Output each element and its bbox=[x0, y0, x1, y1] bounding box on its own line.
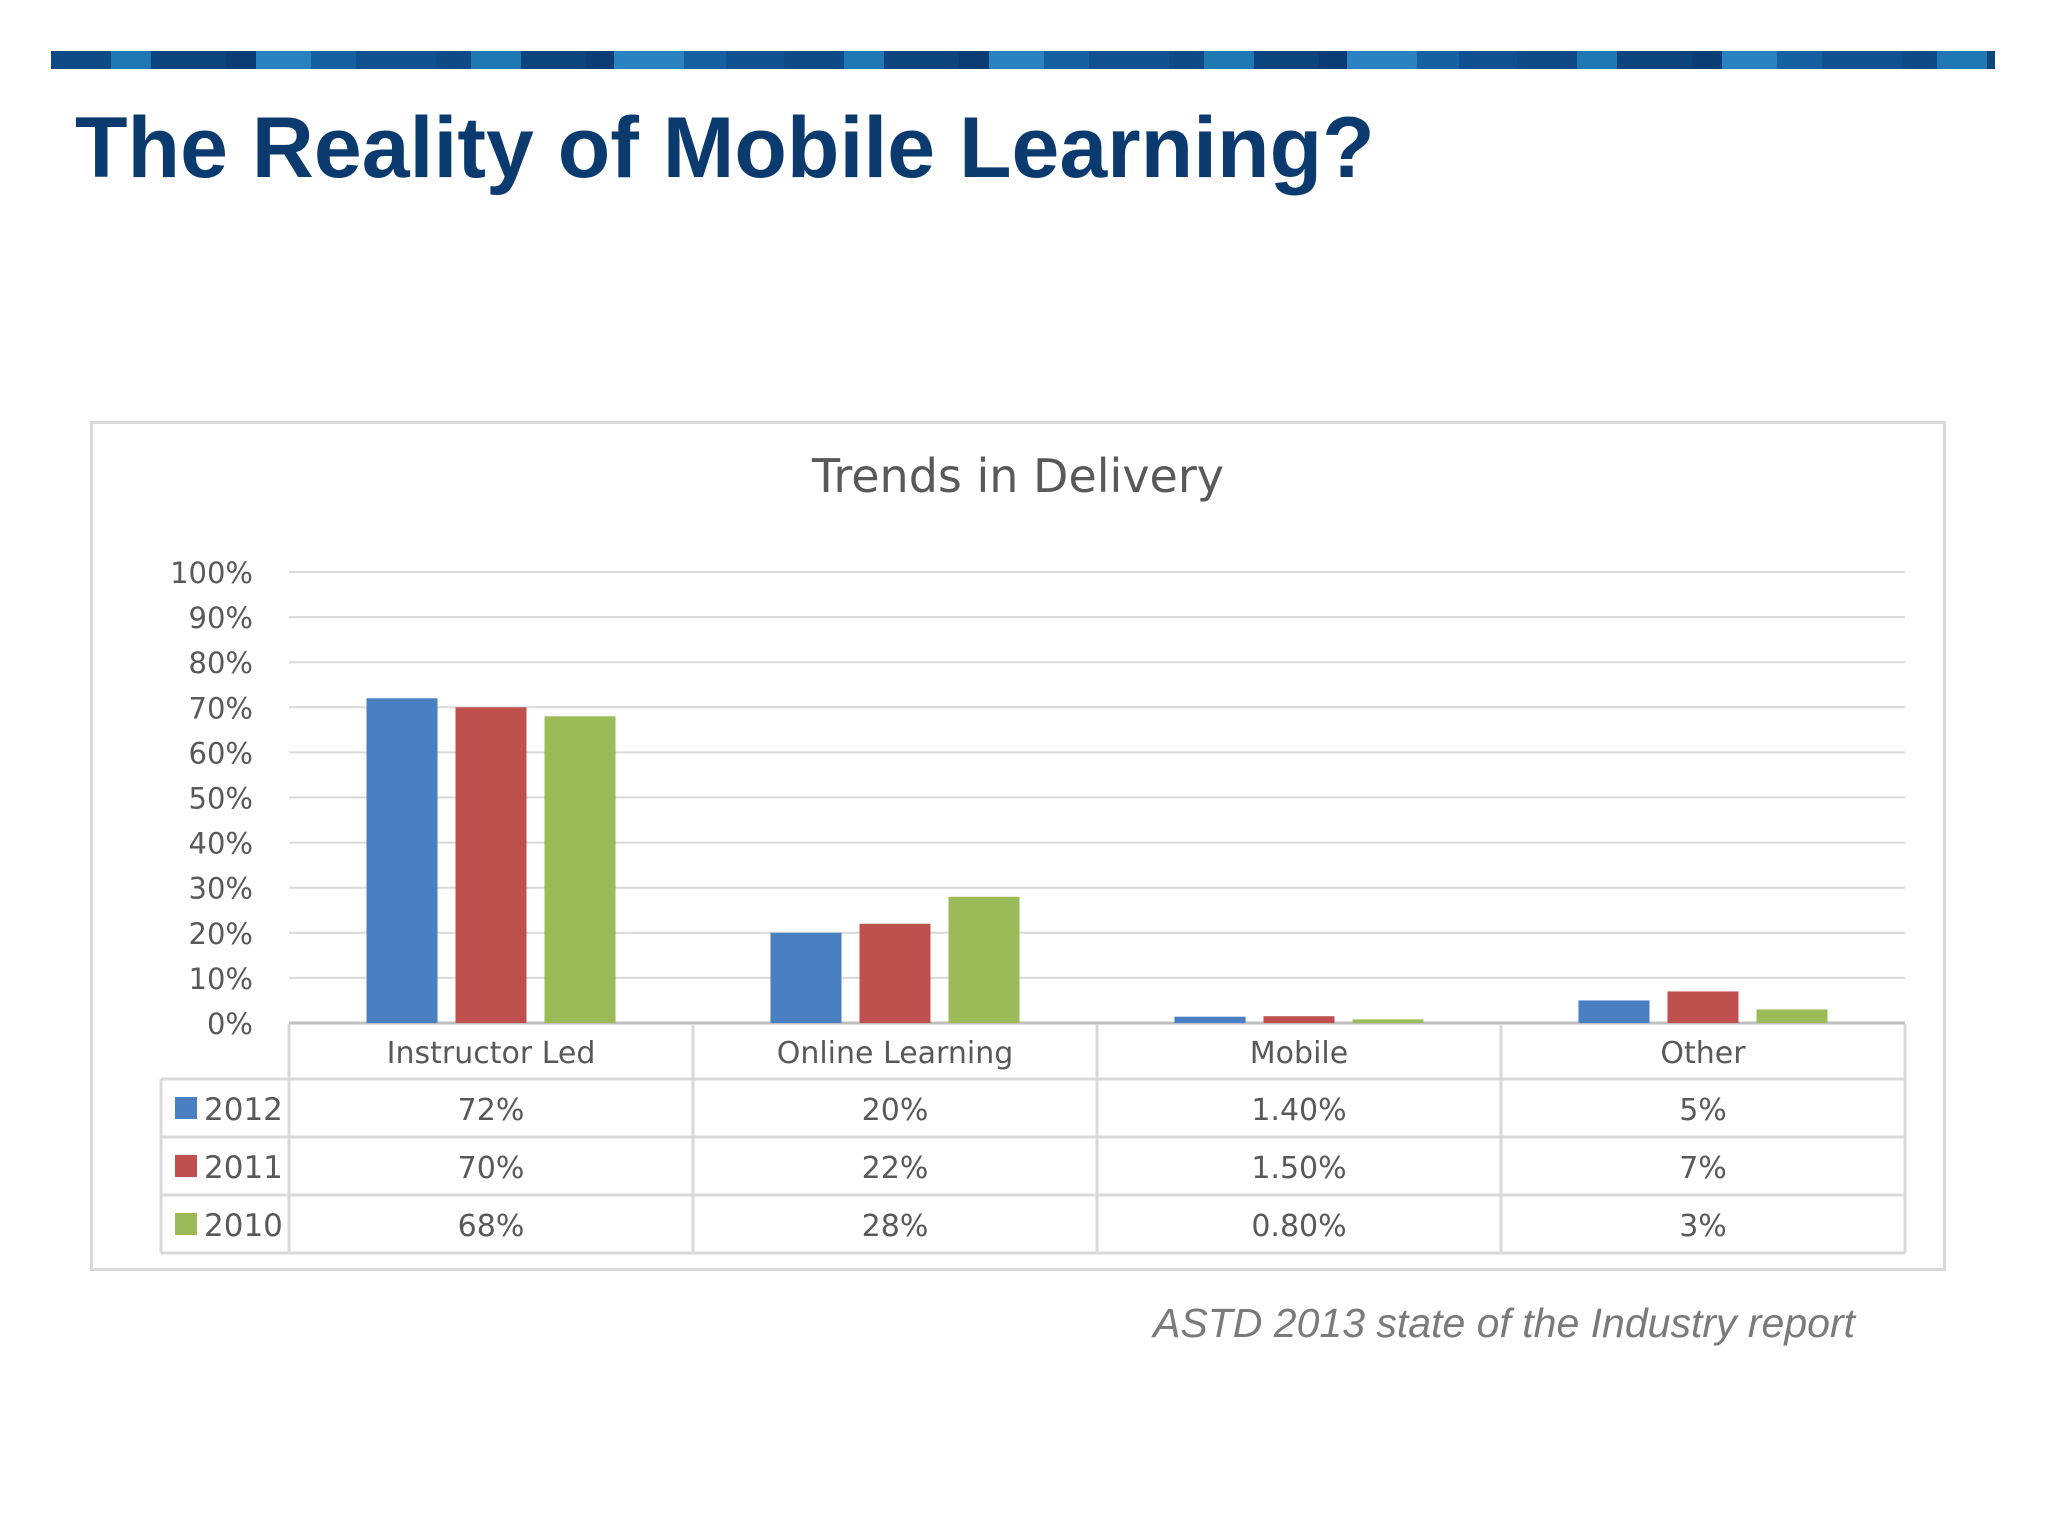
top-bar-segment bbox=[151, 51, 226, 69]
top-bar-segment bbox=[586, 51, 614, 69]
top-bar-segment bbox=[1044, 51, 1089, 69]
data-label: 1.40% bbox=[1251, 1093, 1346, 1128]
top-bar-segment bbox=[1937, 51, 1987, 69]
top-bar-segment bbox=[436, 51, 471, 69]
category-label: Mobile bbox=[1250, 1036, 1348, 1071]
legend-key-2012 bbox=[175, 1097, 197, 1119]
data-label: 28% bbox=[862, 1209, 929, 1244]
data-label: 20% bbox=[862, 1093, 929, 1128]
y-tick-label: 40% bbox=[189, 827, 253, 861]
top-bar-segment bbox=[1777, 51, 1822, 69]
top-bar-segment bbox=[1692, 51, 1722, 69]
top-bar-segment bbox=[989, 51, 1044, 69]
top-bar-segment bbox=[311, 51, 356, 69]
top-bar-segment bbox=[111, 51, 151, 69]
top-bar-segment bbox=[614, 51, 684, 69]
top-bar-segment bbox=[1204, 51, 1254, 69]
data-label: 72% bbox=[458, 1093, 525, 1128]
top-bar-segment bbox=[471, 51, 521, 69]
bar-2011-other bbox=[1667, 991, 1739, 1023]
data-label: 1.50% bbox=[1251, 1151, 1346, 1186]
chart-title: Trends in Delivery bbox=[811, 449, 1224, 503]
top-bar-segment bbox=[1254, 51, 1319, 69]
top-bar-segment bbox=[1987, 51, 1995, 69]
data-label: 22% bbox=[862, 1151, 929, 1186]
data-label: 3% bbox=[1679, 1209, 1727, 1244]
top-bar-segment bbox=[1517, 51, 1577, 69]
bar-2010-online-learning bbox=[948, 896, 1020, 1023]
top-bar-segment bbox=[356, 51, 436, 69]
top-bar-segment bbox=[226, 51, 256, 69]
y-tick-label: 60% bbox=[189, 736, 253, 770]
legend-label-2012: 2012 bbox=[204, 1092, 283, 1128]
slide-title: The Reality of Mobile Learning? bbox=[75, 100, 1375, 196]
legend-label-2011: 2011 bbox=[204, 1150, 283, 1186]
y-tick-label: 90% bbox=[189, 601, 253, 635]
top-bar-segment bbox=[1617, 51, 1692, 69]
bar-2011-instructor-led bbox=[455, 707, 527, 1023]
category-label: Other bbox=[1660, 1036, 1746, 1071]
trends-in-delivery-chart: Trends in Delivery 0% 10% 20% 30% 40% 50% 60% 70… bbox=[159, 449, 1907, 1255]
data-label: 0.80% bbox=[1251, 1209, 1346, 1244]
top-bar-segment bbox=[959, 51, 989, 69]
top-bar-segment bbox=[521, 51, 586, 69]
top-bar-segment bbox=[51, 51, 111, 69]
top-bar-segment bbox=[684, 51, 726, 69]
data-label: 5% bbox=[1679, 1093, 1727, 1128]
top-bar-segment bbox=[1319, 51, 1347, 69]
bar-2010-instructor-led bbox=[544, 716, 616, 1023]
y-tick-label: 50% bbox=[189, 782, 253, 816]
bar-2010-other bbox=[1756, 1009, 1828, 1023]
legend-label-2010: 2010 bbox=[204, 1208, 283, 1244]
top-bar-segment bbox=[784, 51, 844, 69]
data-label: 68% bbox=[458, 1209, 525, 1244]
bar-2011-mobile bbox=[1263, 1016, 1335, 1023]
y-tick-label: 70% bbox=[189, 691, 253, 725]
top-bar-segment bbox=[1822, 51, 1902, 69]
top-bar-segment bbox=[1459, 51, 1517, 69]
bar-2012-mobile bbox=[1174, 1016, 1246, 1023]
y-tick-label: 100% bbox=[170, 556, 253, 590]
legend-key-2010 bbox=[175, 1213, 197, 1235]
source-note: ASTD 2013 state of the Industry report bbox=[1153, 1300, 1855, 1346]
y-tick-label: 30% bbox=[189, 872, 253, 906]
top-decorative-bar bbox=[51, 51, 1995, 69]
category-label: Online Learning bbox=[777, 1036, 1014, 1071]
top-bar-segment bbox=[726, 51, 784, 69]
top-bar-segment bbox=[844, 51, 884, 69]
chart-panel: Trends in Delivery 0% 10% 20% 30% 40% 50% 60% 70… bbox=[90, 421, 1946, 1271]
top-bar-segment bbox=[1169, 51, 1204, 69]
legend-key-2011 bbox=[175, 1155, 197, 1177]
y-tick-label: 80% bbox=[189, 646, 253, 680]
data-label: 70% bbox=[458, 1151, 525, 1186]
category-label: Instructor Led bbox=[387, 1036, 596, 1071]
y-tick-label: 10% bbox=[189, 962, 253, 996]
bar-2012-online-learning bbox=[770, 932, 842, 1023]
bar-2012-instructor-led bbox=[366, 698, 438, 1023]
bar-2011-online-learning bbox=[859, 923, 931, 1023]
y-tick-label: 20% bbox=[189, 917, 253, 951]
bar-2012-other bbox=[1578, 1000, 1650, 1023]
top-bar-segment bbox=[1089, 51, 1169, 69]
bar-2010-mobile bbox=[1352, 1019, 1424, 1023]
top-bar-segment bbox=[1347, 51, 1417, 69]
top-bar-segment bbox=[1722, 51, 1777, 69]
y-tick-label: 0% bbox=[207, 1007, 253, 1041]
top-bar-segment bbox=[884, 51, 959, 69]
data-label: 7% bbox=[1679, 1151, 1727, 1186]
top-bar-segment bbox=[1902, 51, 1937, 69]
top-bar-segment bbox=[256, 51, 311, 69]
top-bar-segment bbox=[1417, 51, 1459, 69]
top-bar-segment bbox=[1577, 51, 1617, 69]
